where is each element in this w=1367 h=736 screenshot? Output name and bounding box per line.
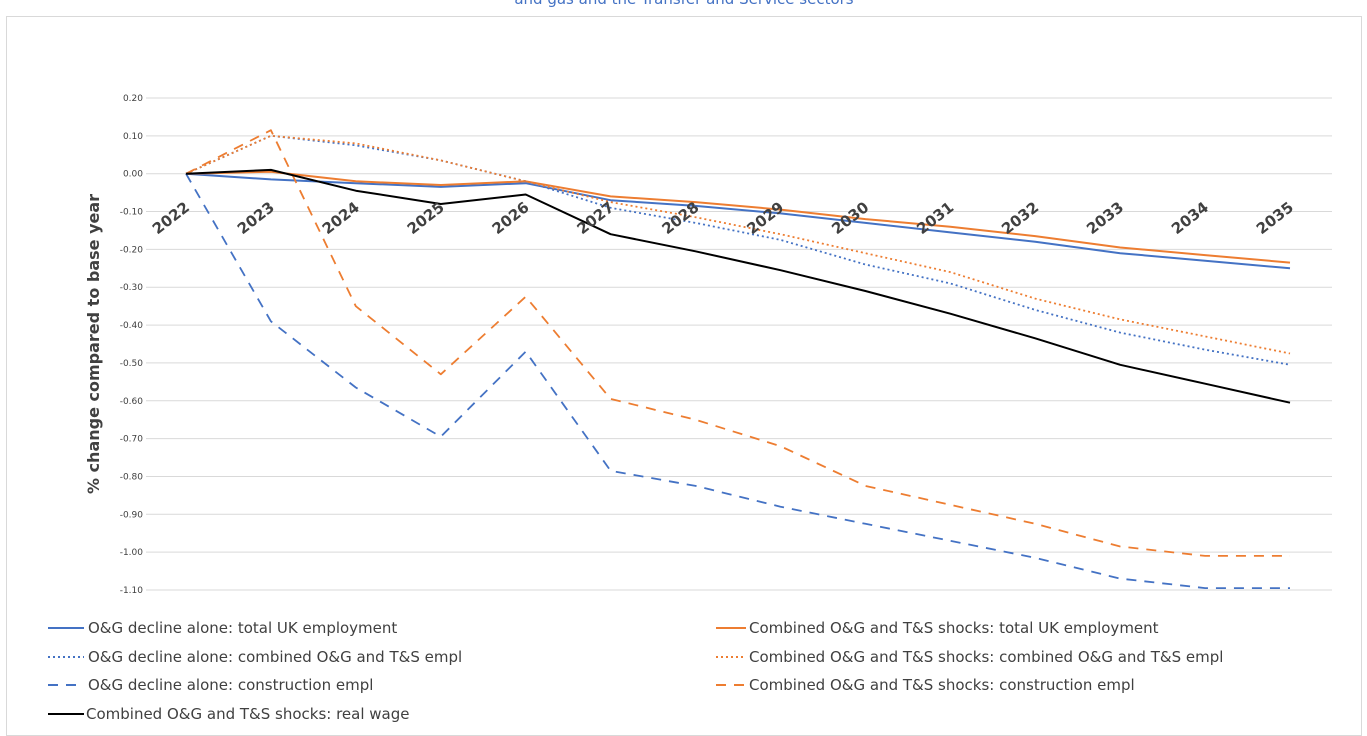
legend-label-7: Combined O&G and T&S shocks: real wage [86,705,409,723]
x-tick-label: 2033 [1083,198,1127,238]
legend: O&G decline alone: total UK employment Co… [48,619,1223,723]
y-tick-label: -0.80 [120,472,144,482]
x-tick-label: 2034 [1168,198,1212,238]
y-tick-label: -0.70 [120,435,144,445]
gridlines [146,97,1332,591]
y-tick-label: 0.00 [123,170,143,180]
x-tick-label: 2027 [574,198,618,238]
legend-label-1: O&G decline alone: total UK employment [88,619,397,637]
x-tick-label: 2026 [489,198,533,238]
y-axis-label: % change compared to base year [84,194,103,494]
y-tick-label: -0.10 [120,208,144,218]
series-line-1 [185,172,1291,270]
series-line-5 [185,173,1290,589]
y-tick-label: -1.10 [120,586,144,596]
y-tick-label: -0.50 [120,359,144,369]
y-tick-label: 0.10 [123,132,143,142]
legend-label-5: O&G decline alone: construction empl [88,676,373,694]
series-line-6 [185,129,1290,557]
y-tick-label: -0.30 [120,283,144,293]
legend-label-6: Combined O&G and T&S shocks: constructio… [749,676,1135,694]
legend-label-4: Combined O&G and T&S shocks: combined O&… [749,648,1223,666]
y-axis-ticks: 0.20 0.10 0.00 -0.10 -0.20 -0.30 -0.40 -0.50 -0.… [120,94,144,596]
y-tick-label: -0.20 [120,245,144,255]
y-tick-label: -1.00 [120,548,144,558]
y-tick-label: -0.40 [120,321,144,331]
x-tick-label: 2022 [149,198,193,238]
x-tick-label: 2030 [828,198,872,238]
y-tick-label: -0.90 [120,510,144,520]
legend-label-3: O&G decline alone: combined O&G and T&S … [88,648,462,666]
x-tick-label: 2035 [1253,198,1297,238]
x-tick-label: 2025 [404,198,448,238]
x-tick-label: 2029 [743,198,787,238]
series-line-2 [185,170,1291,264]
x-tick-label: 2023 [234,198,278,238]
chart-title: and gas and the Transfer and Service sec… [514,0,853,8]
y-tick-label: -0.60 [120,397,144,407]
y-tick-label: 0.20 [123,94,143,104]
series-line-3 [185,134,1291,366]
x-tick-label: 2024 [319,198,363,238]
legend-label-2: Combined O&G and T&S shocks: total UK em… [749,619,1159,637]
series-lines [185,129,1291,589]
series-line-7 [185,168,1291,404]
series-line-4 [185,134,1291,355]
x-tick-label: 2032 [998,198,1042,238]
